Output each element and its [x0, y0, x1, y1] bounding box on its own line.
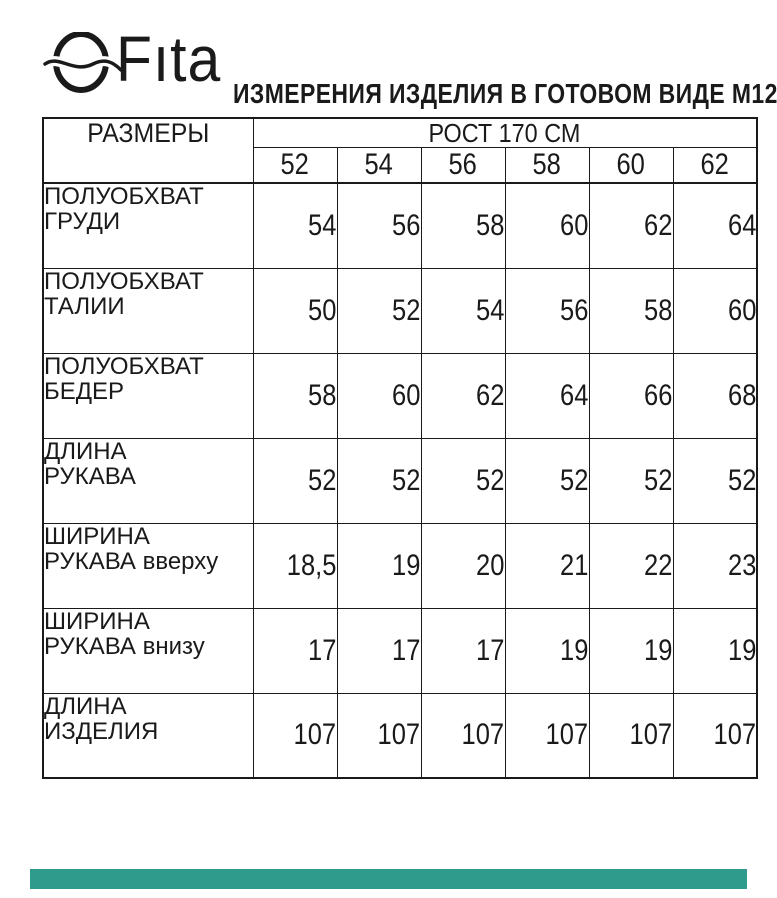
value-cell: 66: [588, 352, 674, 439]
table-row: ПОЛУОБХВАТ БЕДЕР 58 60 62 64 66 68: [42, 352, 758, 439]
value-cell: 50: [252, 267, 338, 354]
value-cell: 18,5: [252, 522, 338, 609]
value-cell: 52: [336, 437, 422, 524]
row-label: ДЛИНА ИЗДЕЛИЯ: [42, 692, 254, 779]
value-cell: 19: [588, 607, 674, 694]
brand-wordmark: Fıta: [116, 23, 222, 95]
sizes-header-row: 52 54 56 58 60 62: [43, 147, 758, 184]
value-cell: 68: [672, 352, 758, 439]
table-header-row: РАЗМЕРЫ РОСТ 170 СМ: [42, 117, 758, 184]
value-cell: 52: [672, 437, 758, 524]
value-cell: 52: [588, 437, 674, 524]
measurements-table: РАЗМЕРЫ РОСТ 170 СМ 52 54 56 58 60 62 ПО…: [42, 117, 759, 779]
table-row: ДЛИНА РУКАВА 52 52 52 52 52 52: [42, 437, 758, 524]
value-cell: 107: [504, 692, 590, 779]
value-cell: 17: [252, 607, 338, 694]
value-cell: 56: [504, 267, 590, 354]
value-cell: 62: [588, 182, 674, 269]
value-cell: 52: [336, 267, 422, 354]
value-cell: 21: [504, 522, 590, 609]
table-row: ДЛИНА ИЗДЕЛИЯ 107 107 107 107 107 107: [42, 692, 758, 779]
value-cell: 60: [672, 267, 758, 354]
value-cell: 17: [336, 607, 422, 694]
value-cell: 20: [420, 522, 506, 609]
size-cell: 60: [588, 147, 674, 184]
value-cell: 19: [504, 607, 590, 694]
size-cell: 62: [672, 147, 758, 184]
value-cell: 58: [588, 267, 674, 354]
value-cell: 52: [420, 437, 506, 524]
value-cell: 60: [336, 352, 422, 439]
value-cell: 19: [672, 607, 758, 694]
row-label: ПОЛУОБХВАТ ГРУДИ: [42, 182, 254, 269]
value-cell: 60: [504, 182, 590, 269]
fita-logo-icon: [43, 32, 123, 93]
size-cell: 58: [504, 147, 590, 184]
value-cell: 52: [252, 437, 338, 524]
value-cell: 107: [588, 692, 674, 779]
corner-header-cell: РАЗМЕРЫ: [42, 117, 254, 184]
row-label: ДЛИНА РУКАВА: [42, 437, 254, 524]
size-cell: 54: [336, 147, 422, 184]
table-row: ШИРИНА РУКАВА внизу 17 17 17 19 19 19: [42, 607, 758, 694]
value-cell: 23: [672, 522, 758, 609]
value-cell: 52: [504, 437, 590, 524]
value-cell: 58: [252, 352, 338, 439]
row-label: ПОЛУОБХВАТ ТАЛИИ: [42, 267, 254, 354]
size-cell: 52: [252, 147, 338, 184]
value-cell: 56: [336, 182, 422, 269]
value-cell: 58: [420, 182, 506, 269]
size-cell: 56: [420, 147, 506, 184]
value-cell: 54: [252, 182, 338, 269]
value-cell: 22: [588, 522, 674, 609]
value-cell: 19: [336, 522, 422, 609]
value-cell: 17: [420, 607, 506, 694]
row-label: ПОЛУОБХВАТ БЕДЕР: [42, 352, 254, 439]
value-cell: 107: [336, 692, 422, 779]
page-title: ИЗМЕРЕНИЯ ИЗДЕЛИЯ В ГОТОВОМ ВИДЕ М123: [233, 77, 777, 109]
height-group-header: РОСТ 170 СМ: [252, 117, 758, 148]
row-label: ШИРИНА РУКАВА внизу: [42, 607, 254, 694]
value-cell: 107: [252, 692, 338, 779]
value-cell: 62: [420, 352, 506, 439]
value-cell: 107: [672, 692, 758, 779]
value-cell: 64: [504, 352, 590, 439]
table-row: ПОЛУОБХВАТ ТАЛИИ 50 52 54 56 58 60: [42, 267, 758, 354]
table-row: ПОЛУОБХВАТ ГРУДИ 54 56 58 60 62 64: [42, 182, 758, 269]
table-row: ШИРИНА РУКАВА вверху 18,5 19 20 21 22 23: [42, 522, 758, 609]
row-label: ШИРИНА РУКАВА вверху: [42, 522, 254, 609]
value-cell: 64: [672, 182, 758, 269]
value-cell: 54: [420, 267, 506, 354]
accent-bar: [30, 869, 747, 889]
value-cell: 107: [420, 692, 506, 779]
